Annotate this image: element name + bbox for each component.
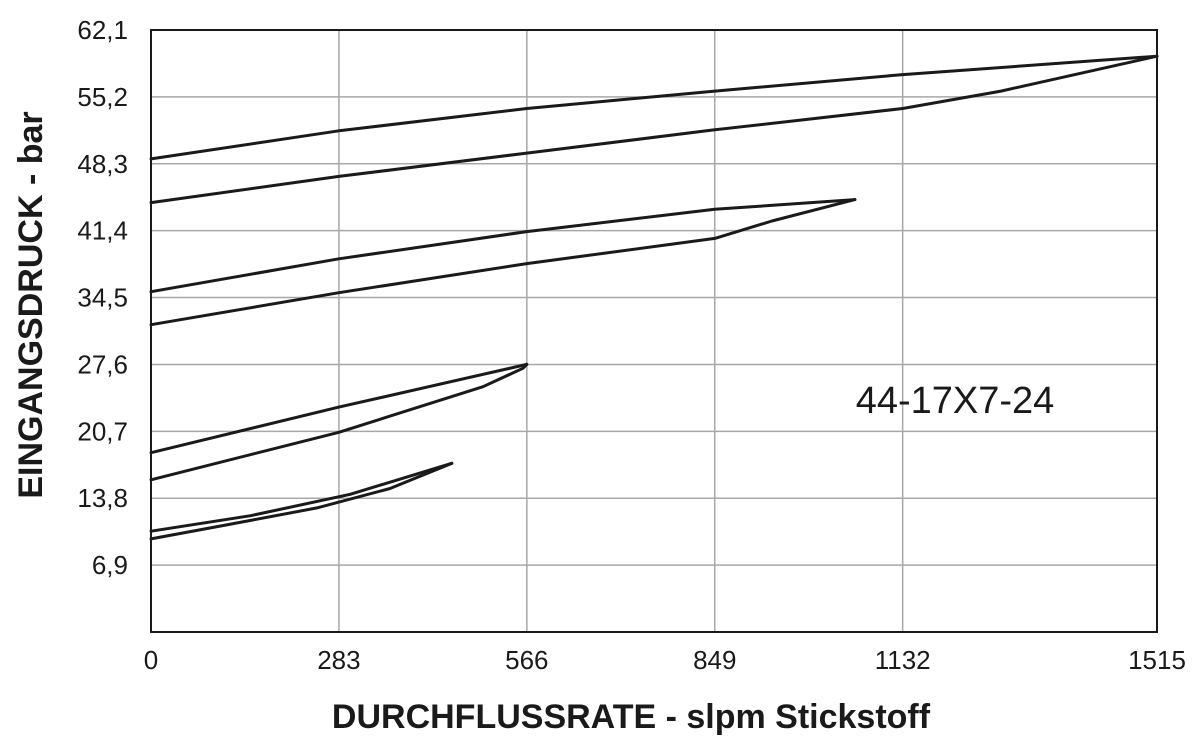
- series-line-8: [149, 54, 1159, 161]
- x-tick-label: 566: [505, 645, 548, 675]
- series-line-5: [149, 198, 857, 327]
- y-tick-label: 20,7: [77, 416, 128, 446]
- y-tick-label: 34,5: [77, 283, 128, 313]
- y-tick-label: 27,6: [77, 349, 128, 379]
- y-tick-label: 62,1: [77, 15, 128, 45]
- x-tick-label: 1132: [875, 645, 931, 675]
- x-tick-labels: 0 283 566 849 1132 1515: [144, 645, 1186, 675]
- model-annotation: 44-17X7-24: [856, 380, 1055, 422]
- series-line-1: [149, 461, 454, 541]
- x-tick-label: 283: [317, 645, 360, 675]
- y-tick-label: 41,4: [77, 216, 128, 246]
- y-tick-label: 48,3: [77, 149, 128, 179]
- x-tick-label: 0: [144, 645, 158, 675]
- series-line-7: [149, 54, 1159, 205]
- series-line-3: [149, 362, 529, 482]
- y-tick-label: 55,2: [77, 82, 128, 112]
- y-axis-title: EINGANGSDRUCK - bar: [12, 111, 50, 498]
- y-tick-label: 13,8: [77, 483, 128, 513]
- x-tick-label: 849: [693, 645, 736, 675]
- series-line-4: [149, 362, 529, 455]
- series-line-6: [149, 198, 857, 294]
- x-tick-label: 1515: [1128, 645, 1186, 675]
- grid-lines: [150, 29, 1158, 632]
- y-tick-labels: 6,9 13,8 20,7 27,6 34,5 41,4 48,3 55,2 62,1: [77, 15, 128, 580]
- x-axis-title: DURCHFLUSSRATE - slpm Stickstoff: [332, 698, 931, 736]
- plot-frame: [150, 29, 1158, 633]
- series-line-2: [149, 461, 454, 533]
- data-series: [149, 54, 1159, 541]
- y-tick-label: 6,9: [92, 550, 128, 580]
